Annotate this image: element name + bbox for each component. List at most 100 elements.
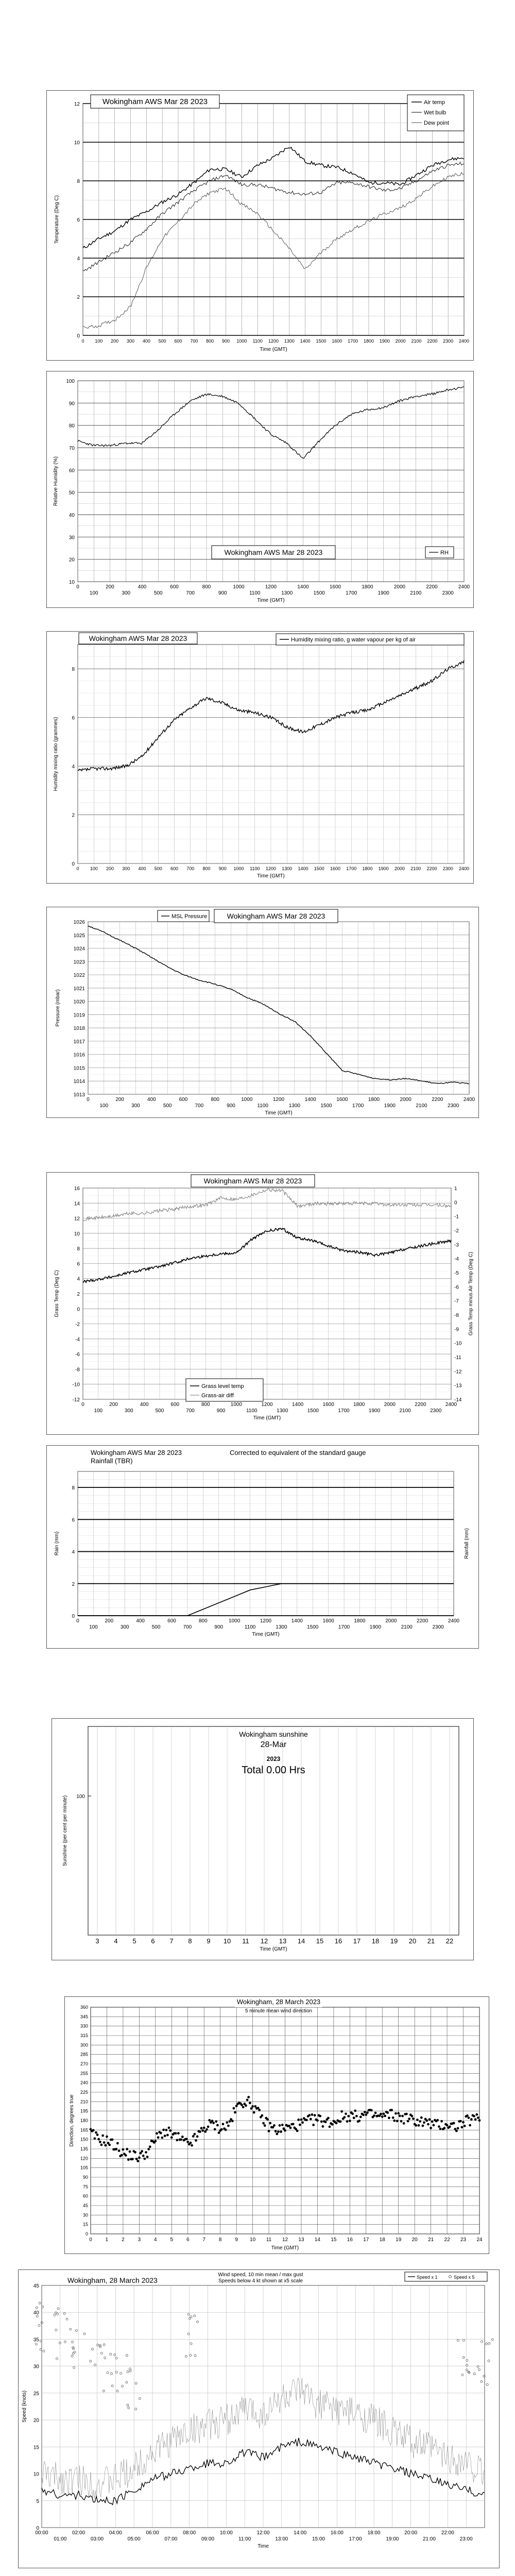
wind-direction-point [204, 2130, 207, 2133]
y-tick-label: 6 [72, 1517, 75, 1523]
wind-direction-point [427, 2123, 430, 2126]
y-tick-label: 1017 [74, 1039, 85, 1045]
y-tick-label: 6 [77, 217, 80, 223]
speed-x5-point [487, 2359, 490, 2362]
wind-direction-point [177, 2132, 180, 2135]
x-tick-label: 1200 [273, 1097, 285, 1103]
y-tick-label: 195 [80, 2109, 88, 2114]
speed-x5-point [126, 2403, 129, 2406]
series-line-air-temp [82, 146, 465, 248]
x-tick-label: 0 [76, 584, 79, 590]
wind-direction-point [295, 2128, 297, 2130]
chart-title: Wokingham sunshine [239, 1730, 308, 1738]
x-tick-label: 100 [94, 1408, 102, 1414]
x-tick-label: 1400 [297, 584, 309, 590]
x-tick-label: 10 [250, 2237, 256, 2243]
wind-direction-point [478, 2119, 481, 2122]
x-tick-label: 15 [331, 2237, 337, 2243]
wind-direction-point [400, 2120, 403, 2123]
x-tick-label: 1500 [316, 338, 326, 344]
speed-x5-point [115, 2370, 118, 2374]
y2-axis-label: Grass Temp minus Air Temp (Deg C) [468, 1252, 474, 1335]
wind-direction-point [163, 2134, 166, 2138]
x-tick-label: 200 [109, 1402, 118, 1408]
x-tick-label: 0 [76, 866, 79, 871]
y-tick-label: 12 [74, 1216, 80, 1222]
wind-direction-point [417, 2124, 420, 2127]
x-tick-label: 8 [219, 2237, 222, 2243]
y-tick-label: 40 [33, 2310, 40, 2316]
wind-direction-point [421, 2124, 424, 2127]
wind-direction-point [156, 2132, 158, 2135]
wind-direction-point [228, 2120, 231, 2123]
series-line-dew-point [82, 172, 465, 329]
wind-direction-point [340, 2110, 343, 2113]
x-tick-label: 1800 [364, 338, 374, 344]
title-box [214, 909, 338, 923]
chart-title: Wokingham AWS Mar 28 2023 [225, 548, 323, 556]
x-tick-label: 1 [106, 2237, 109, 2243]
x-tick-label: 1100 [257, 1103, 268, 1109]
x-tick-label: 300 [121, 1624, 129, 1630]
y-tick-label: 60 [69, 468, 75, 473]
speed-x5-point [100, 2352, 103, 2355]
speed-x5-point [75, 2329, 78, 2332]
wind-direction-point [467, 2116, 470, 2119]
title-box [90, 94, 220, 109]
y2-axis-label: Rainfall (mm) [464, 1528, 470, 1558]
wind-direction-point [200, 2127, 203, 2130]
y-tick-label: 0 [72, 861, 75, 867]
wind-direction-point [276, 2132, 279, 2136]
x-tick-label: 0 [76, 1618, 79, 1624]
y2-tick-label: -13 [454, 1383, 462, 1389]
x-tick-label: 00:00 [35, 2530, 48, 2536]
mixing-ratio-chart: 0 2 4 6 8 0 100 200 300 400 500 600 700 800 900 1000 110… [53, 632, 469, 879]
wind-direction-point [202, 2126, 205, 2129]
speed-x5-point [457, 2339, 459, 2342]
sunshine-chart-panel: 100 3 4 5 6 7 8 9 10 11 12 13 14 15 16 17 18 19 20 21 22 Time… [52, 1718, 474, 1960]
y-tick-label: 8 [72, 667, 75, 672]
wind-direction-point [311, 2113, 314, 2116]
y-tick-label: 10 [74, 140, 80, 146]
wind-direction-point [460, 2126, 464, 2129]
wind-direction-point [227, 2124, 230, 2127]
y-tick-label: 45 [83, 2203, 88, 2208]
x-tick-label: 200 [115, 1097, 124, 1103]
y-tick-label: 45 [33, 2283, 40, 2289]
y-tick-label: 0 [72, 1614, 75, 1619]
x-tick-label: 900 [218, 590, 227, 596]
x-tick-label: 5 [132, 1937, 136, 1945]
y-tick-label: 4 [72, 1550, 75, 1555]
wind-direction-point [269, 2122, 272, 2125]
y-tick-label: 100 [66, 379, 75, 384]
y-tick-label: 1014 [74, 1079, 85, 1084]
wind-direction-point [343, 2116, 346, 2119]
x-tick-label: 1400 [300, 338, 311, 344]
x-tick-label: 15 [316, 1937, 323, 1945]
wind-direction-point [96, 2133, 99, 2136]
x-tick-label: 2100 [410, 866, 421, 871]
speed-x5-point [71, 2354, 74, 2358]
x-tick-label: 2200 [427, 338, 437, 344]
wind-direction-point [254, 2105, 257, 2108]
x-tick-label: 100 [90, 866, 98, 871]
y-tick-label: 255 [80, 2071, 88, 2076]
x-tick-label: 1800 [362, 866, 372, 871]
speed-x5-point [98, 2344, 101, 2347]
wind-direction-point [408, 2117, 411, 2120]
y2-tick-label: -4 [454, 1257, 459, 1262]
wind-direction-point [328, 2125, 331, 2128]
x-tick-label: 600 [170, 1402, 179, 1408]
wind-direction-point [352, 2116, 355, 2120]
speed-x5-point [110, 2372, 113, 2375]
wind-direction-point [324, 2121, 327, 2124]
wind-direction-point [142, 2155, 145, 2157]
x-tick-label: 1700 [346, 590, 357, 596]
x-tick-label: 700 [186, 590, 195, 596]
wind-direction-point [107, 2142, 110, 2145]
wind-direction-point [124, 2154, 127, 2157]
wind-direction-point [308, 2114, 311, 2117]
legend-label: Dew point [424, 120, 449, 126]
sunshine-total: Total 0.00 Hrs [242, 1765, 305, 1776]
wind-direction-point [391, 2116, 394, 2119]
